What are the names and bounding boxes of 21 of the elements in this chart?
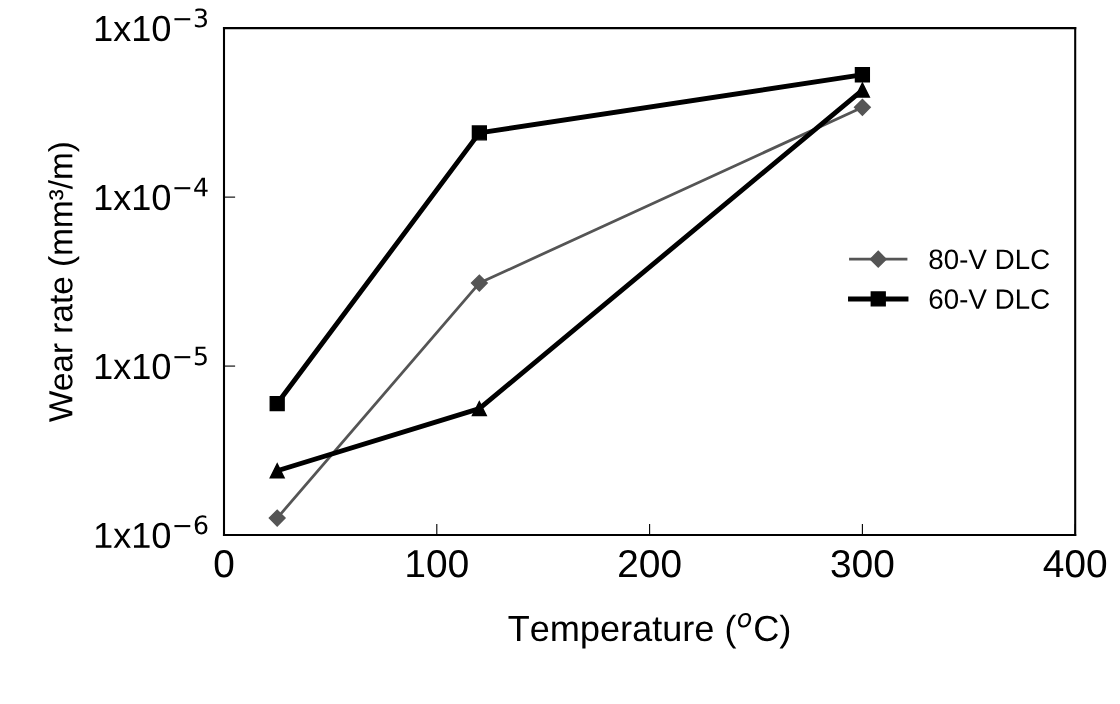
- point: [854, 67, 871, 83]
- x-axis-title: Temperature ($^{o}$C): [508, 612, 790, 649]
- point: [471, 125, 487, 141]
- x-tick-label: 200: [619, 549, 681, 578]
- point: [268, 509, 286, 527]
- legend-label: 60-V DLC: [929, 289, 1050, 309]
- x-tick-label: 0: [214, 549, 234, 578]
- point: [471, 400, 487, 417]
- point: [269, 395, 285, 412]
- y-tick-label: 1x10$^{−4}$: [95, 177, 208, 211]
- point: [269, 463, 285, 479]
- point: [470, 274, 488, 292]
- point: [853, 98, 871, 116]
- x-tick-label: 100: [407, 549, 468, 578]
- y-tick-label: 1x10$^{−6}$: [95, 515, 208, 549]
- x-tick-label: 300: [831, 549, 894, 578]
- y-tick-label: 1x10$^{−5}$: [95, 346, 207, 380]
- y-axis-title: Wear rate (mm³/m): [48, 143, 80, 422]
- x-tick-label: 400: [1043, 549, 1107, 578]
- legend-label: 80-V DLC: [929, 249, 1050, 270]
- y-tick-label: 1x10$^{−3}$: [95, 8, 207, 42]
